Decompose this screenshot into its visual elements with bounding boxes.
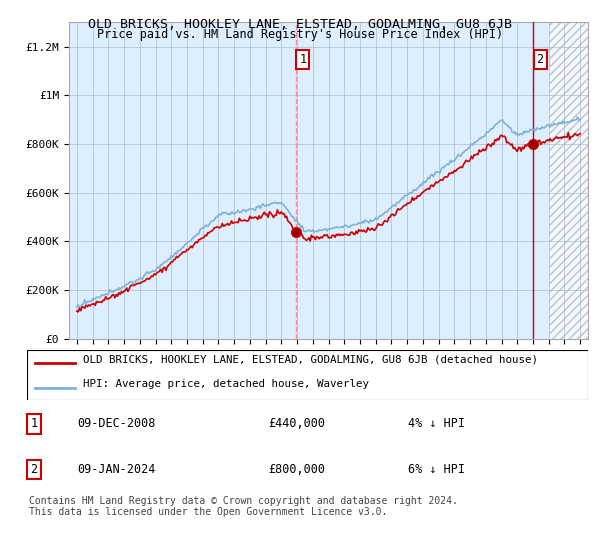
- Text: 2: 2: [30, 463, 37, 476]
- Text: Price paid vs. HM Land Registry's House Price Index (HPI): Price paid vs. HM Land Registry's House …: [97, 28, 503, 41]
- Text: OLD BRICKS, HOOKLEY LANE, ELSTEAD, GODALMING, GU8 6JB: OLD BRICKS, HOOKLEY LANE, ELSTEAD, GODAL…: [88, 18, 512, 31]
- Text: 1: 1: [30, 417, 37, 431]
- Text: 6% ↓ HPI: 6% ↓ HPI: [409, 463, 466, 476]
- Text: HPI: Average price, detached house, Waverley: HPI: Average price, detached house, Wave…: [83, 379, 369, 389]
- Text: 09-JAN-2024: 09-JAN-2024: [77, 463, 156, 476]
- Text: 09-DEC-2008: 09-DEC-2008: [77, 417, 156, 431]
- Text: OLD BRICKS, HOOKLEY LANE, ELSTEAD, GODALMING, GU8 6JB (detached house): OLD BRICKS, HOOKLEY LANE, ELSTEAD, GODAL…: [83, 354, 538, 364]
- Text: 4% ↓ HPI: 4% ↓ HPI: [409, 417, 466, 431]
- Text: Contains HM Land Registry data © Crown copyright and database right 2024.
This d: Contains HM Land Registry data © Crown c…: [29, 496, 458, 517]
- Text: £440,000: £440,000: [268, 417, 325, 431]
- Text: 2: 2: [536, 53, 544, 66]
- Text: 1: 1: [299, 53, 307, 66]
- Text: £800,000: £800,000: [268, 463, 325, 476]
